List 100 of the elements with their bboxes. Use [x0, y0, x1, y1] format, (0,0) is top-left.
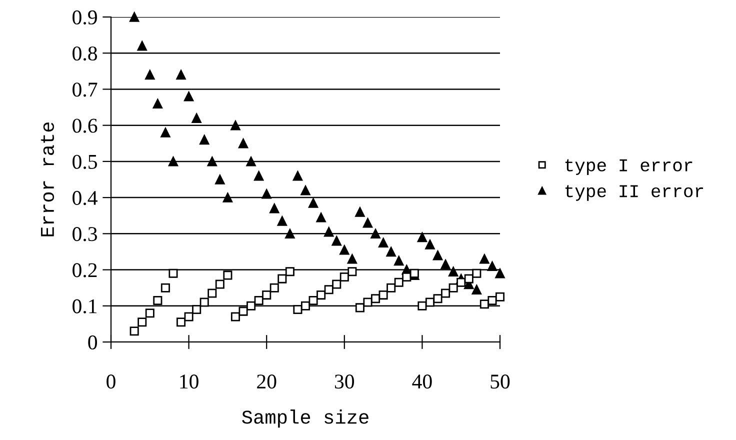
point — [448, 283, 458, 292]
point — [308, 198, 318, 208]
y-tick-label: 0.5 — [72, 154, 97, 169]
point — [448, 266, 458, 276]
point — [215, 280, 224, 289]
point — [332, 280, 342, 289]
point — [254, 296, 264, 305]
point — [316, 290, 326, 300]
y-tick-label: 0.8 — [72, 46, 98, 61]
point — [145, 308, 154, 318]
point — [138, 318, 147, 327]
point — [262, 189, 272, 199]
point — [300, 301, 310, 310]
point — [495, 268, 505, 278]
point — [285, 228, 295, 239]
point — [208, 288, 217, 298]
y-axis-title: Error rate — [40, 122, 54, 236]
point — [152, 98, 163, 109]
point — [137, 41, 147, 51]
point — [340, 245, 350, 255]
point — [394, 256, 404, 266]
point — [340, 272, 349, 282]
x-tick-label: 20 — [257, 374, 276, 389]
point — [223, 270, 232, 280]
x-tick-label: 10 — [180, 374, 198, 389]
point — [153, 296, 162, 305]
point — [130, 326, 139, 336]
point — [472, 284, 482, 294]
point — [192, 304, 202, 314]
point — [464, 274, 474, 284]
point — [246, 156, 256, 166]
y-tick-label: 0.3 — [72, 227, 97, 242]
point — [285, 267, 294, 276]
point — [348, 267, 357, 276]
point — [270, 204, 280, 214]
point — [370, 228, 380, 239]
point — [238, 138, 248, 148]
point — [316, 212, 326, 222]
point — [192, 113, 202, 123]
point — [378, 290, 388, 300]
point — [184, 92, 194, 102]
point — [145, 70, 155, 80]
point — [480, 300, 489, 309]
point — [441, 288, 450, 298]
point — [410, 268, 419, 278]
x-tick-label: 50 — [490, 374, 510, 389]
point — [394, 278, 404, 287]
point — [292, 171, 303, 181]
point — [363, 298, 372, 307]
point — [495, 292, 505, 302]
point — [378, 238, 388, 248]
point — [480, 254, 490, 264]
x-tick-label: 30 — [334, 374, 354, 389]
x-tick-label: 0 — [106, 374, 116, 389]
point — [300, 185, 310, 196]
point — [129, 12, 140, 22]
point — [270, 283, 279, 292]
point — [472, 268, 482, 278]
x-axis-title: Sample size — [242, 410, 368, 428]
point — [278, 274, 287, 284]
point — [246, 301, 256, 310]
point — [277, 216, 288, 226]
x-tick-label: 40 — [412, 374, 432, 389]
point — [488, 296, 497, 305]
point — [222, 192, 233, 202]
point — [262, 290, 272, 300]
point — [425, 298, 434, 307]
point — [324, 227, 334, 237]
point — [230, 120, 240, 130]
legend-label: type II error — [565, 185, 703, 201]
point — [207, 156, 217, 166]
point — [176, 70, 186, 80]
point — [160, 283, 170, 292]
point — [200, 134, 210, 145]
point — [355, 303, 364, 312]
point — [456, 278, 466, 287]
point — [200, 298, 209, 307]
point — [184, 312, 194, 322]
point — [432, 250, 443, 260]
point — [176, 318, 186, 327]
point — [168, 268, 178, 278]
point — [417, 232, 428, 242]
y-tick-label: 0.7 — [72, 82, 98, 97]
point — [386, 283, 396, 292]
point — [487, 261, 498, 272]
point — [215, 174, 225, 184]
point — [402, 272, 412, 282]
y-tick-label: 0 — [88, 335, 98, 350]
point — [418, 301, 427, 310]
point — [160, 128, 170, 138]
point — [308, 296, 318, 305]
point — [355, 207, 365, 217]
y-tick-label: 0.6 — [72, 118, 98, 133]
point — [254, 171, 264, 181]
point — [238, 306, 248, 316]
point — [293, 304, 302, 314]
point — [347, 254, 358, 264]
point — [168, 156, 178, 166]
legend-label: type I error — [565, 159, 692, 175]
point — [386, 246, 396, 257]
